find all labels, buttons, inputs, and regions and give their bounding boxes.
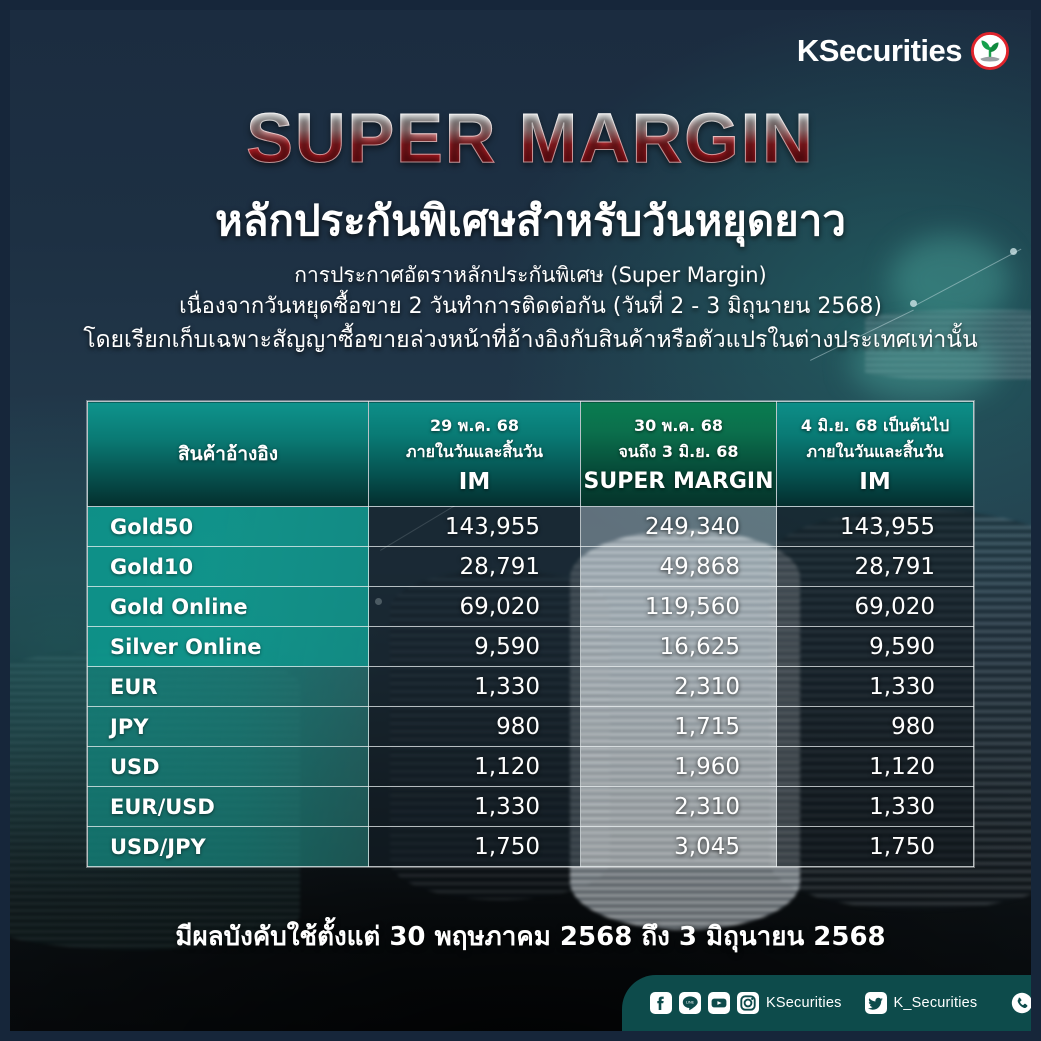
- cell-underlying: USD: [87, 746, 369, 787]
- cell-super-margin: 2,310: [580, 666, 777, 707]
- cell-underlying: Gold50: [87, 506, 369, 547]
- column-header-super-margin-date1: 30 พ.ค. 68: [633, 416, 724, 435]
- ksecurities-sprout-logo-icon: [971, 32, 1009, 70]
- line-icon[interactable]: LINE: [679, 992, 701, 1014]
- cell-im-before: 1,120: [368, 746, 581, 787]
- cell-underlying: JPY: [87, 706, 369, 747]
- brand-logo: KSecurities: [797, 32, 1009, 70]
- cell-im-after: 980: [776, 706, 974, 747]
- table-row: EUR 1,330 2,310 1,330: [87, 666, 974, 707]
- youtube-icon[interactable]: [708, 992, 730, 1014]
- cell-im-before: 1,330: [368, 666, 581, 707]
- cell-im-before: 9,590: [368, 626, 581, 667]
- twitter-handle-label: K_Securities: [893, 995, 978, 1011]
- table-row: Silver Online 9,590 16,625 9,590: [87, 626, 974, 667]
- instagram-icon[interactable]: [737, 992, 759, 1014]
- cell-underlying: EUR/USD: [87, 786, 369, 827]
- column-header-im-before-date2: ภายในวันและสิ้นวัน: [406, 441, 543, 461]
- cell-im-after: 9,590: [776, 626, 974, 667]
- cell-underlying: Gold Online: [87, 586, 369, 627]
- cell-super-margin: 249,340: [580, 506, 777, 547]
- effective-period-text: มีผลบังคับใช้ตั้งแต่ 30 พฤษภาคม 2568 ถึง…: [175, 922, 886, 952]
- column-header-super-margin-metric: SUPER MARGIN: [583, 469, 774, 494]
- page-title: SUPER MARGIN: [10, 98, 1031, 178]
- column-header-im-after-date1: 4 มิ.ย. 68 เป็นต้นไป: [800, 415, 950, 435]
- cell-im-before: 69,020: [368, 586, 581, 627]
- phone-icon[interactable]: [1011, 992, 1031, 1014]
- social-handle-label: KSecurities: [766, 995, 842, 1011]
- cell-im-before: 143,955: [368, 506, 581, 547]
- network-node-decor: [910, 300, 917, 307]
- cell-im-after: 1,750: [776, 826, 974, 867]
- network-node-decor: [1010, 248, 1017, 255]
- brand-name: KSecurities: [796, 33, 963, 68]
- cell-super-margin: 49,868: [580, 546, 777, 587]
- column-header-super-margin-date2: จนถึง 3 มิ.ย. 68: [618, 442, 739, 461]
- cell-super-margin: 3,045: [580, 826, 777, 867]
- facebook-icon[interactable]: [650, 992, 672, 1014]
- glow-decor: [890, 235, 1010, 325]
- description-line-2: เนื่องจากวันหยุดซื้อขาย 2 วันทำการติดต่อ…: [179, 294, 882, 319]
- cell-super-margin: 1,960: [580, 746, 777, 787]
- column-header-underlying: สินค้าอ้างอิง: [87, 401, 369, 507]
- table-row: Gold50 143,955 249,340 143,955: [87, 506, 974, 547]
- column-header-super-margin: 30 พ.ค. 68 จนถึง 3 มิ.ย. 68 SUPER MARGIN: [580, 401, 777, 507]
- cell-super-margin: 1,715: [580, 706, 777, 747]
- cell-super-margin: 16,625: [580, 626, 777, 667]
- cell-im-after: 1,330: [776, 786, 974, 827]
- table-row: Gold10 28,791 49,868 28,791: [87, 546, 974, 587]
- column-header-im-before: 29 พ.ค. 68 ภายในวันและสิ้นวัน IM: [368, 401, 581, 507]
- description-block: การประกาศอัตราหลักประกันพิเศษ (Super Mar…: [10, 260, 1031, 357]
- column-header-underlying-label: สินค้าอ้างอิง: [177, 443, 278, 465]
- cell-im-after: 1,330: [776, 666, 974, 707]
- cell-im-before: 1,330: [368, 786, 581, 827]
- cell-super-margin: 2,310: [580, 786, 777, 827]
- table-body: Gold50 143,955 249,340 143,955 Gold10 28…: [87, 506, 974, 867]
- cell-im-after: 143,955: [776, 506, 974, 547]
- column-header-im-after-date2: ภายในวันและสิ้นวัน: [806, 441, 944, 461]
- cell-underlying: Silver Online: [87, 626, 369, 667]
- twitter-icon[interactable]: [864, 992, 887, 1014]
- table-row: Gold Online 69,020 119,560 69,020: [87, 586, 974, 627]
- cell-im-before: 1,750: [368, 826, 581, 867]
- svg-text:LINE: LINE: [686, 1000, 695, 1004]
- coin-stack-decor: [865, 310, 1031, 380]
- table-header-row: สินค้าอ้างอิง 29 พ.ค. 68 ภายในวันและสิ้น…: [87, 401, 974, 507]
- footer-bar: LINE KSecurities K_Sec: [622, 975, 1031, 1031]
- cell-im-after: 28,791: [776, 546, 974, 587]
- cell-im-after: 1,120: [776, 746, 974, 787]
- cell-im-before: 28,791: [368, 546, 581, 587]
- cell-underlying: USD/JPY: [87, 826, 369, 867]
- cell-underlying: Gold10: [87, 546, 369, 587]
- table-row: JPY 980 1,715 980: [87, 706, 974, 747]
- cell-im-before: 980: [368, 706, 581, 747]
- description-line-3: โดยเรียกเก็บเฉพาะสัญญาซื้อขายล่วงหน้าที่…: [83, 327, 978, 353]
- column-header-im-before-metric: IM: [458, 468, 491, 495]
- table-row: USD/JPY 1,750 3,045 1,750: [87, 826, 974, 867]
- table-row: EUR/USD 1,330 2,310 1,330: [87, 786, 974, 827]
- table-row: USD 1,120 1,960 1,120: [87, 746, 974, 787]
- column-header-im-after-metric: IM: [859, 468, 891, 495]
- margin-rate-table: สินค้าอ้างอิง 29 พ.ค. 68 ภายในวันและสิ้น…: [87, 401, 974, 867]
- glow-decor: [850, 330, 1000, 400]
- description-line-1: การประกาศอัตราหลักประกันพิเศษ (Super Mar…: [294, 263, 767, 287]
- column-header-im-before-date1: 29 พ.ค. 68: [429, 415, 520, 435]
- cell-underlying: EUR: [87, 666, 369, 707]
- cell-im-after: 69,020: [776, 586, 974, 627]
- cell-super-margin: 119,560: [580, 586, 777, 627]
- column-header-im-after: 4 มิ.ย. 68 เป็นต้นไป ภายในวันและสิ้นวัน …: [776, 401, 974, 507]
- page-subtitle: หลักประกันพิเศษสำหรับวันหยุดยาว: [215, 196, 846, 245]
